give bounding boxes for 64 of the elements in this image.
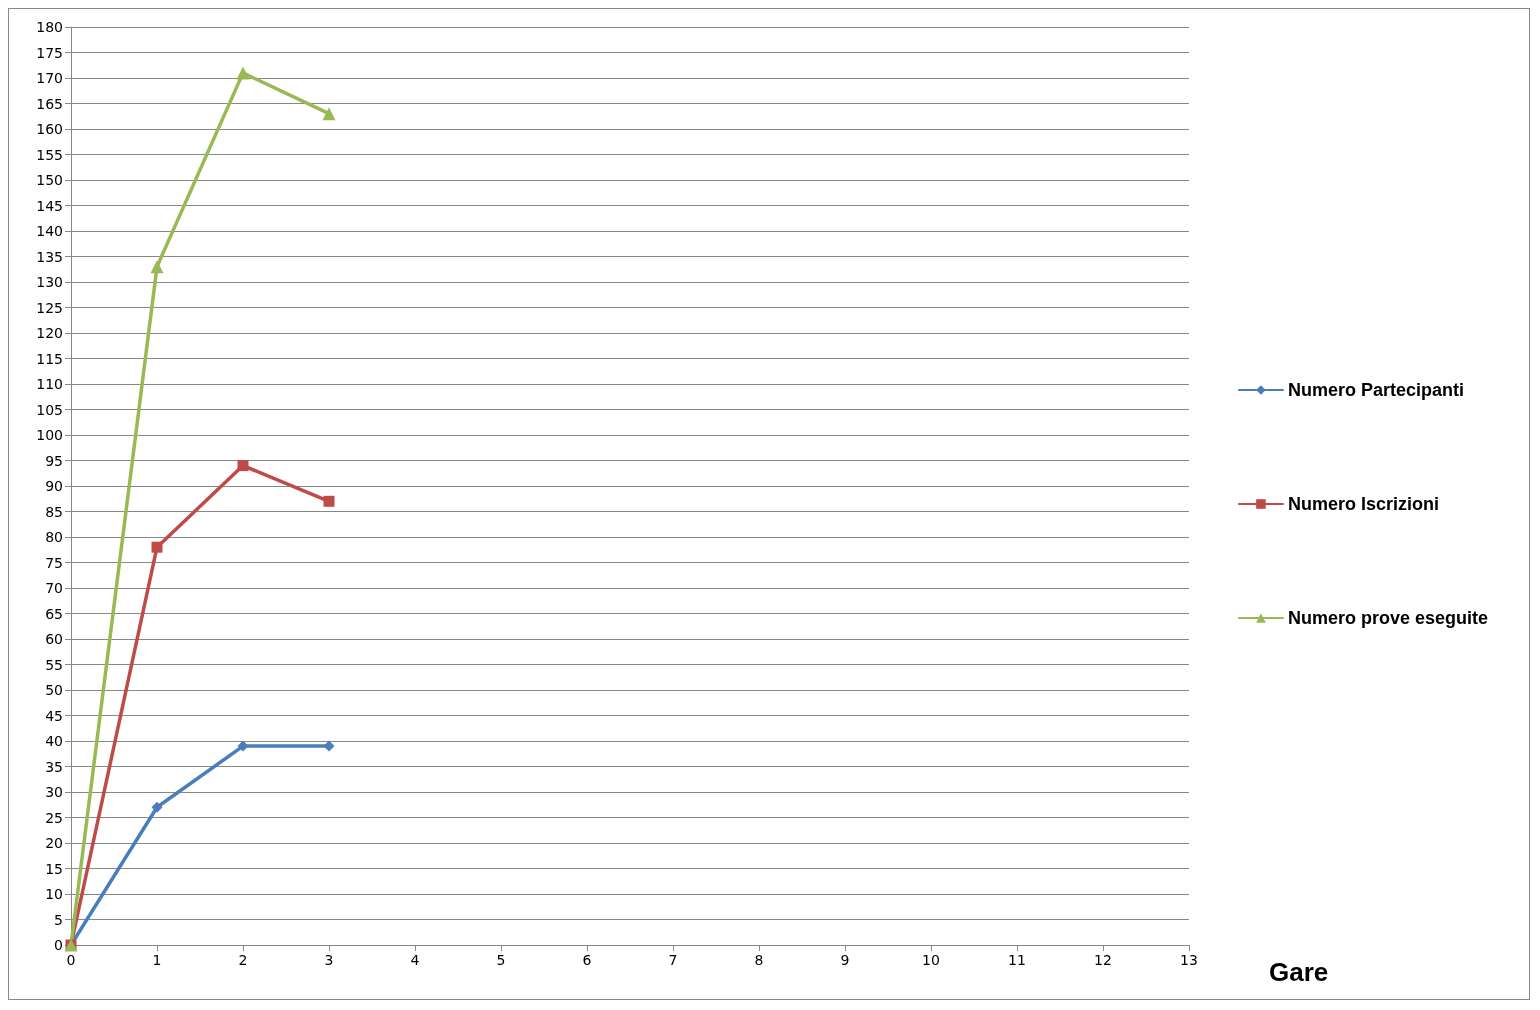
y-tick-label: 10 <box>45 886 63 902</box>
y-tick-label: 110 <box>36 376 63 392</box>
y-tick-label: 150 <box>36 172 63 188</box>
x-tick-label: 13 <box>1180 952 1198 968</box>
legend-label: Numero Partecipanti <box>1287 380 1464 400</box>
y-tick-label: 85 <box>45 503 63 520</box>
y-tick-label: 165 <box>36 95 63 112</box>
y-tick-label: 115 <box>36 350 63 367</box>
point <box>237 740 249 752</box>
x-tick-label: 12 <box>1094 952 1112 968</box>
y-tick-label: 135 <box>36 248 63 265</box>
y-tick-label: 130 <box>36 274 63 290</box>
y-tick-label: 100 <box>36 427 63 443</box>
x-tick-label: 0 <box>66 952 76 968</box>
y-tick-label: 65 <box>45 605 63 622</box>
y-tick-label: 90 <box>45 478 63 494</box>
y-tick-label: 25 <box>45 809 63 826</box>
y-tick-label: 55 <box>45 656 63 673</box>
y-tick-label: 95 <box>45 452 63 469</box>
legend-label: Numero Iscrizioni <box>1287 494 1439 514</box>
x-axis-title: Gare <box>1269 957 1329 987</box>
x-tick-label: 8 <box>754 952 764 968</box>
y-tick-label: 155 <box>36 146 63 163</box>
x-tick-label: 2 <box>238 952 248 968</box>
x-tick-label: 5 <box>496 952 506 968</box>
y-tick-label: 15 <box>45 860 63 877</box>
y-tick-label: 75 <box>45 554 63 571</box>
x-tick-label: 3 <box>324 952 334 968</box>
y-tick-label: 125 <box>36 299 63 316</box>
point <box>150 260 164 274</box>
point <box>322 107 336 121</box>
x-tick-label: 7 <box>668 952 678 968</box>
legend-label: Numero prove eseguite <box>1287 608 1489 628</box>
point <box>323 495 335 507</box>
y-tick-label: 80 <box>45 529 63 545</box>
y-tick-label: 35 <box>45 758 63 775</box>
point <box>236 66 250 80</box>
y-tick-label: 105 <box>36 401 63 418</box>
y-tick-label: 70 <box>45 580 63 596</box>
y-tick-label: 160 <box>36 121 63 137</box>
point <box>323 740 335 752</box>
y-tick-label: 45 <box>45 707 63 724</box>
point <box>151 801 163 813</box>
y-tick-label: 40 <box>45 733 63 749</box>
point <box>237 460 249 472</box>
y-tick-label: 170 <box>36 70 63 86</box>
y-tick-label: 175 <box>36 44 63 61</box>
x-tick-label: 9 <box>840 952 850 968</box>
x-tick-label: 6 <box>582 952 592 968</box>
y-tick-label: 140 <box>36 223 63 239</box>
x-tick-label: 4 <box>410 952 420 968</box>
y-tick-label: 60 <box>45 631 63 647</box>
y-tick-label: 0 <box>54 937 63 953</box>
y-tick-label: 30 <box>45 784 63 800</box>
y-tick-label: 180 <box>36 19 63 35</box>
y-tick-label: 145 <box>36 197 63 214</box>
point <box>151 541 163 553</box>
y-tick-label: 50 <box>45 682 63 698</box>
y-tick-label: 20 <box>45 835 63 851</box>
x-tick-label: 11 <box>1008 952 1026 968</box>
x-tick-label: 10 <box>922 952 940 968</box>
y-tick-label: 5 <box>54 911 63 928</box>
x-tick-label: 1 <box>152 952 162 968</box>
y-tick-label: 120 <box>36 325 63 341</box>
